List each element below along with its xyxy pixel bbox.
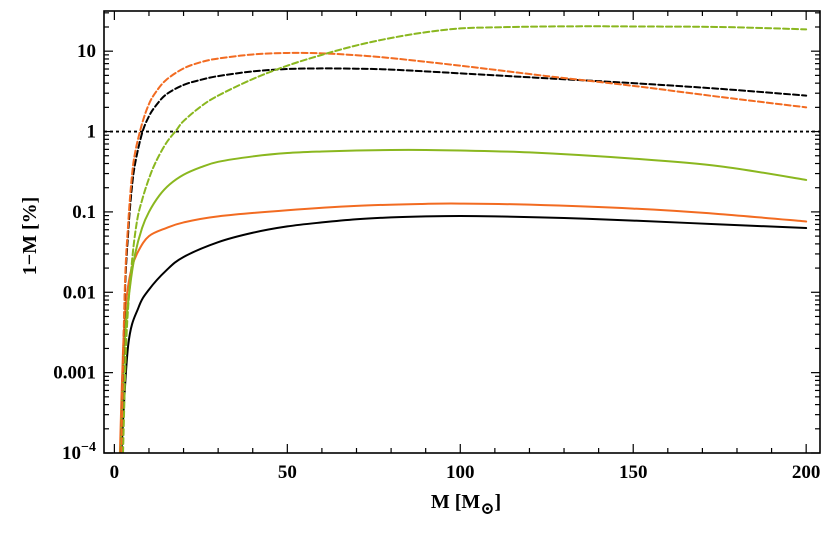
y-tick-label-10: 10: [77, 41, 96, 62]
labels-layer: 0 50 100 150 200 10 1 0.1 0.01 0.001 10−4: [53, 41, 820, 483]
x-tick-label-150: 150: [619, 462, 648, 483]
series-green-solid: [119, 148, 808, 453]
y-axis-title: 1−M [%]: [19, 197, 41, 276]
sun-symbol: ⊙: [480, 499, 494, 518]
y-tick-label-10−4: 10−4: [62, 440, 96, 464]
series-green-dashed: [122, 25, 808, 453]
plot-frame: [103, 10, 821, 454]
series-orange-dashed: [120, 51, 808, 453]
series-black-dashed: [120, 67, 808, 453]
y-tick-label-0.1: 0.1: [72, 202, 96, 223]
y-tick-label-1: 1: [87, 122, 97, 143]
ticks-layer: [104, 11, 820, 454]
y-tick-label-0.01: 0.01: [63, 282, 96, 303]
x-axis-title: M [M⊙]: [431, 491, 501, 518]
x-tick-label-200: 200: [792, 462, 821, 483]
x-tick-label-0: 0: [110, 462, 120, 483]
series-layer: [104, 25, 820, 453]
x-tick-label-50: 50: [278, 462, 297, 483]
series-black-solid: [120, 214, 808, 453]
x-tick-label-100: 100: [446, 462, 475, 483]
y-tick-label-0.001: 0.001: [53, 363, 96, 384]
